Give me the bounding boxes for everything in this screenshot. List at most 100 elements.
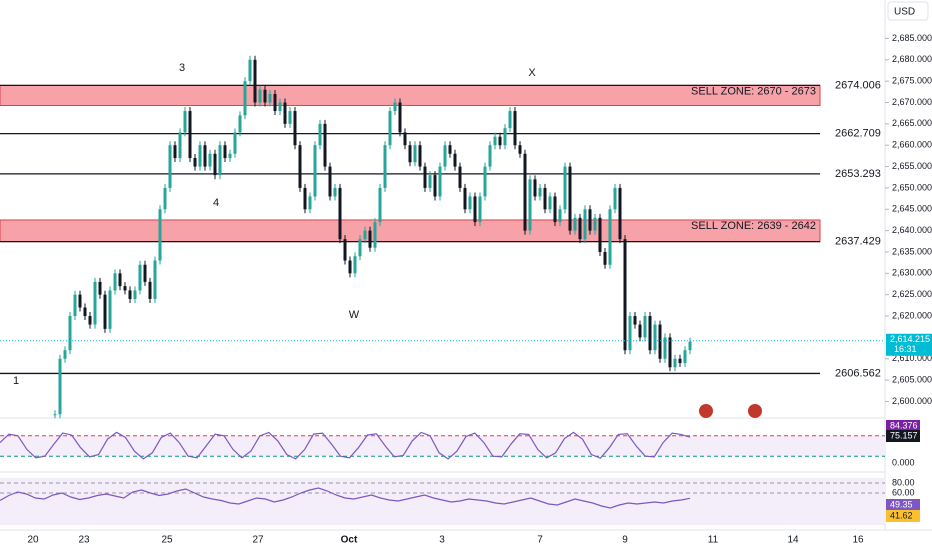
- candle: [368, 230, 372, 248]
- y-tick-label: 2,685.000: [892, 33, 932, 43]
- candle: [438, 166, 442, 197]
- candle: [168, 145, 172, 188]
- candle: [148, 281, 152, 299]
- candle: [253, 59, 257, 103]
- candle: [433, 175, 437, 197]
- y-tick-label: 2,635.000: [892, 246, 932, 256]
- candle: [213, 153, 217, 176]
- y-tick-label: 2,645.000: [892, 204, 932, 214]
- candle: [328, 166, 332, 197]
- candle: [563, 166, 567, 210]
- candle: [313, 145, 317, 197]
- zone-label: SELL ZONE: 2670 - 2673: [691, 85, 816, 97]
- candle: [648, 316, 652, 351]
- candle: [633, 316, 637, 325]
- candle: [223, 145, 227, 159]
- stoch-value: 75.157: [890, 430, 918, 440]
- stoch-value-tag: [886, 420, 920, 432]
- x-tick-label: 3: [439, 535, 445, 546]
- candle: [53, 414, 57, 416]
- candle: [583, 209, 587, 240]
- candle: [643, 316, 647, 338]
- wave-label: 1: [13, 375, 19, 387]
- candle: [398, 102, 402, 133]
- currency: USD: [894, 7, 915, 18]
- candle: [338, 187, 342, 240]
- event-flag: [748, 404, 762, 418]
- candle: [588, 209, 592, 231]
- rsi-value: 41.62: [890, 510, 913, 520]
- candle: [453, 153, 457, 167]
- x-tick-label: 20: [27, 535, 39, 546]
- candle: [153, 260, 157, 299]
- candle: [228, 153, 232, 159]
- candle: [283, 102, 287, 124]
- candle: [198, 145, 202, 167]
- candle: [133, 290, 137, 299]
- candle: [273, 93, 277, 112]
- candle: [348, 260, 352, 274]
- candle: [373, 222, 377, 248]
- currency-button[interactable]: [887, 1, 929, 21]
- candle: [383, 145, 387, 188]
- rsi-level-label: 80.00: [892, 477, 915, 487]
- stoch-band: [0, 435, 885, 457]
- candle: [568, 166, 572, 231]
- level-label: 2653.293: [835, 168, 881, 180]
- candle: [203, 145, 207, 167]
- candle: [353, 256, 357, 274]
- candle: [298, 145, 302, 188]
- candle: [653, 324, 657, 351]
- candle: [113, 273, 117, 291]
- candle: [108, 290, 112, 329]
- candle: [618, 187, 622, 240]
- rsi-level-label: 60.00: [892, 487, 915, 497]
- candle: [503, 128, 507, 146]
- candle: [498, 136, 502, 146]
- candle: [193, 158, 197, 167]
- level-label: 2637.429: [835, 236, 881, 248]
- candle: [183, 111, 187, 133]
- candle: [393, 102, 397, 112]
- wave-label: 3: [179, 62, 185, 74]
- candle: [488, 145, 492, 167]
- candle: [288, 111, 292, 124]
- candle: [238, 115, 242, 133]
- rsi-value-tag: [886, 499, 920, 511]
- candle: [543, 187, 547, 210]
- level-label: 2674.006: [835, 79, 881, 91]
- candle: [68, 316, 72, 351]
- current-price-label: 2,614.215: [890, 334, 930, 344]
- candle: [448, 145, 452, 154]
- y-tick-label: 2,610.000: [892, 353, 932, 363]
- candle: [63, 350, 67, 359]
- x-tick-label: 27: [252, 535, 264, 546]
- candle: [123, 286, 127, 291]
- rsi-value: 49.35: [890, 499, 913, 509]
- x-tick-label: 16: [852, 535, 864, 546]
- candle: [358, 239, 362, 257]
- candle: [598, 217, 602, 252]
- candle: [688, 341, 692, 351]
- candle: [628, 316, 632, 351]
- y-tick-label: 2,675.000: [892, 76, 932, 86]
- candle: [663, 337, 667, 359]
- candle: [278, 102, 282, 112]
- candle: [58, 358, 62, 415]
- candle: [603, 251, 607, 265]
- candle: [343, 239, 347, 261]
- candle: [188, 111, 192, 159]
- candle: [408, 145, 412, 163]
- wave-label: 4: [213, 197, 219, 209]
- candle: [178, 132, 182, 159]
- candle: [558, 209, 562, 223]
- candle: [613, 187, 617, 210]
- rsi-line: [0, 487, 691, 509]
- x-tick-label: 25: [161, 535, 173, 546]
- candle: [208, 153, 212, 167]
- candle: [403, 132, 407, 146]
- y-tick-label: 2,665.000: [892, 118, 932, 128]
- x-tick-label: 14: [787, 535, 799, 546]
- candle: [93, 281, 97, 325]
- candle: [378, 187, 382, 223]
